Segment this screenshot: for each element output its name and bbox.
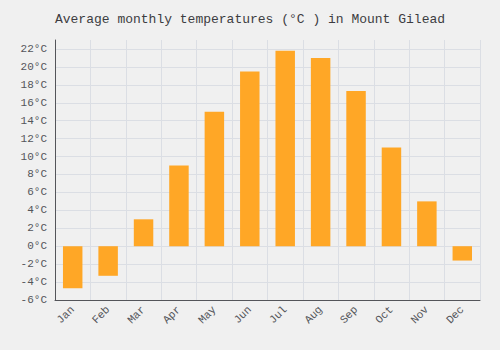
svg-text:0°C: 0°C (27, 240, 47, 252)
svg-text:20°C: 20°C (21, 61, 48, 73)
svg-text:Oct: Oct (373, 304, 395, 326)
svg-text:-4°C: -4°C (21, 276, 48, 288)
svg-text:Sep: Sep (338, 304, 360, 326)
svg-text:18°C: 18°C (21, 79, 48, 91)
svg-text:4°C: 4°C (27, 204, 47, 216)
svg-text:Apr: Apr (161, 304, 183, 326)
svg-text:Feb: Feb (90, 304, 112, 326)
svg-text:Aug: Aug (302, 304, 324, 326)
svg-text:-2°C: -2°C (21, 258, 48, 270)
svg-text:12°C: 12°C (21, 133, 48, 145)
svg-text:May: May (196, 303, 219, 326)
svg-text:Jan: Jan (54, 304, 76, 326)
svg-text:-6°C: -6°C (21, 294, 48, 306)
svg-text:Dec: Dec (444, 304, 466, 326)
svg-text:2°C: 2°C (27, 222, 47, 234)
svg-text:Mar: Mar (125, 304, 147, 326)
svg-text:Jun: Jun (232, 304, 254, 326)
svg-text:10°C: 10°C (21, 151, 48, 163)
svg-text:22°C: 22°C (21, 43, 48, 55)
svg-text:Nov: Nov (409, 303, 432, 326)
svg-text:8°C: 8°C (27, 168, 47, 180)
svg-text:16°C: 16°C (21, 97, 48, 109)
svg-text:14°C: 14°C (21, 115, 48, 127)
svg-text:6°C: 6°C (27, 186, 47, 198)
svg-text:Average monthly temperatures (: Average monthly temperatures (°C ) in Mo… (55, 12, 445, 27)
svg-text:Jul: Jul (267, 304, 289, 326)
